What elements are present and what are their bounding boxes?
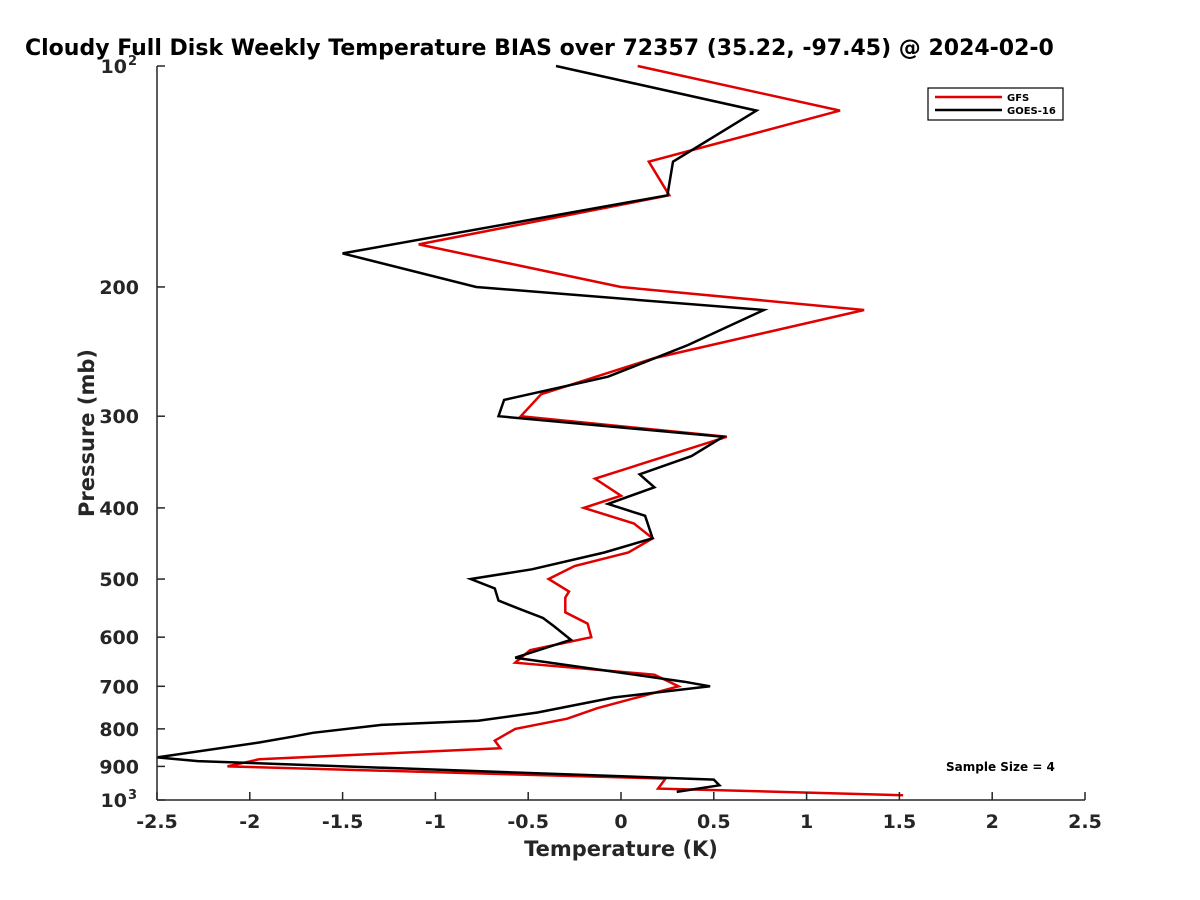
- y-tick-label: 10: [101, 790, 127, 812]
- legend: GFS GOES-16: [927, 87, 1064, 121]
- y-tick-label: 400: [99, 498, 139, 520]
- x-tick-layer: -2.5 -2 -1.5 -1 -0.5 0 0.5 1 1.5 2 2.5: [136, 792, 1102, 833]
- x-tick-label: -1.5: [322, 811, 364, 833]
- legend-label-goes-16: GOES-16: [1007, 106, 1056, 117]
- y-axis-label: Pressure (mb): [75, 349, 99, 517]
- y-tick-label: 800: [99, 719, 139, 741]
- legend-box: [927, 87, 1064, 121]
- y-tick-label: 600: [99, 627, 139, 649]
- x-tick-label: 1.5: [883, 811, 917, 833]
- y-tick-label: 900: [99, 756, 139, 778]
- x-tick-label: -2: [239, 811, 260, 833]
- sample-size-annotation: Sample Size = 4: [946, 760, 1055, 774]
- y-tick-exponent: 2: [128, 54, 137, 69]
- y-tick-exponent: 3: [128, 788, 137, 803]
- series-line-gfs: [227, 64, 904, 797]
- x-tick-label: -1: [425, 811, 446, 833]
- series-line-goes-16: [157, 64, 769, 794]
- chart-title: Cloudy Full Disk Weekly Temperature BIAS…: [25, 36, 1054, 61]
- y-tick-label: 500: [99, 569, 139, 591]
- x-tick-label: 1: [800, 811, 813, 833]
- x-tick-label: 2.5: [1068, 811, 1102, 833]
- series-layer: [157, 64, 904, 797]
- y-tick-label: 200: [99, 277, 139, 299]
- legend-label-gfs: GFS: [1007, 93, 1029, 104]
- x-tick-label: 0: [614, 811, 627, 833]
- x-tick-label: -0.5: [507, 811, 549, 833]
- x-tick-label: 2: [986, 811, 999, 833]
- y-tick-label: 300: [99, 406, 139, 428]
- x-tick-label: -2.5: [136, 811, 178, 833]
- y-tick-label: 700: [99, 676, 139, 698]
- x-tick-label: 0.5: [697, 811, 731, 833]
- x-axis-label: Temperature (K): [524, 837, 718, 861]
- y-tick-label: 10: [101, 56, 127, 78]
